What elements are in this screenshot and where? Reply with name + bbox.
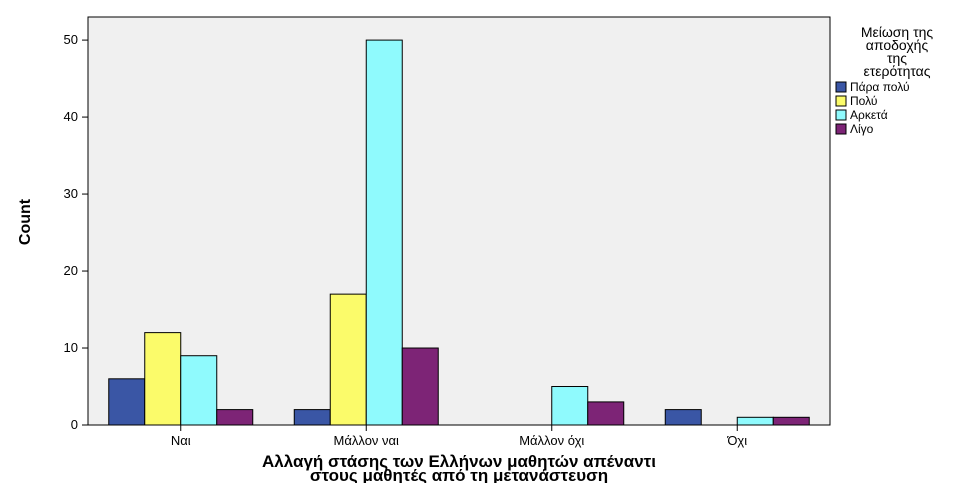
y-tick-label: 50 (64, 32, 78, 47)
y-axis: 0 10 20 30 40 50 (64, 32, 88, 432)
bar (736, 416, 774, 426)
legend-swatch (835, 95, 847, 107)
legend-title-line-3: της (887, 50, 907, 66)
bar (772, 416, 810, 426)
x-tick-label: Όχι (726, 433, 747, 448)
bar (144, 332, 182, 426)
y-tick-label: 0 (71, 417, 78, 432)
bar (664, 409, 702, 426)
legend: Μείωση της αποδοχής της ετερότητας Πάρα … (835, 24, 934, 136)
y-tick-label: 10 (64, 340, 78, 355)
x-tick-label: Μάλλον όχι (519, 433, 584, 448)
legend-swatch (835, 123, 847, 135)
x-axis: Ναι Μάλλον ναι Μάλλον όχι Όχι (171, 425, 747, 448)
bar (216, 409, 254, 426)
bar (401, 347, 439, 426)
legend-item-label: Πολύ (850, 94, 877, 108)
legend-title-line-1: Μείωση της (861, 24, 934, 40)
y-tick-label: 20 (64, 263, 78, 278)
bar (551, 386, 589, 426)
legend-item-label: Αρκετά (850, 108, 888, 122)
x-tick-label: Μάλλον ναι (334, 433, 400, 448)
legend-title-line-2: αποδοχής (866, 37, 929, 53)
bar (180, 355, 218, 426)
legend-swatch (835, 109, 847, 121)
x-axis-label-line-1: Αλλαγή στάσης των Ελλήνων μαθητών απέναν… (262, 452, 656, 471)
y-tick-label: 40 (64, 109, 78, 124)
bar (108, 378, 146, 426)
bar (365, 39, 403, 426)
bar (329, 293, 367, 426)
y-axis-label: Count (17, 198, 34, 245)
y-tick-label: 30 (64, 186, 78, 201)
legend-item-label: Πάρα πολύ (850, 80, 910, 94)
bar (293, 409, 331, 426)
x-axis-label-line-2: στους μαθητές από τη μετανάστευση (310, 466, 608, 483)
x-tick-label: Ναι (171, 433, 191, 448)
legend-title-line-4: ετερότητας (863, 63, 930, 79)
legend-item-label: Λίγο (850, 122, 874, 136)
legend-swatch (835, 81, 847, 93)
bars (108, 39, 810, 426)
bar (587, 401, 625, 426)
